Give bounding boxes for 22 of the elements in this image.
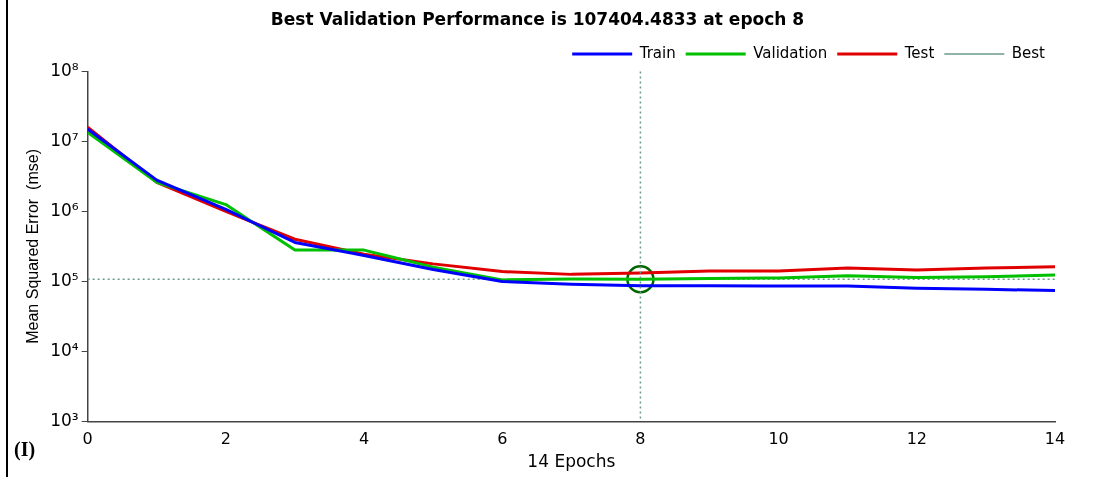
legend-label: Validation bbox=[753, 43, 828, 62]
chart-title: Best Validation Performance is 107404.4833 at epoch 8 bbox=[270, 8, 805, 29]
y-tick-label: 10⁴ bbox=[50, 339, 79, 360]
x-tick-label: 10 bbox=[768, 429, 789, 449]
x-tick-label: 8 bbox=[635, 429, 646, 449]
x-axis-title: 14 Epochs bbox=[527, 451, 616, 472]
legend-label: Best bbox=[1011, 43, 1046, 62]
x-tick-label: 6 bbox=[497, 429, 508, 449]
y-tick-label: 10⁶ bbox=[50, 199, 79, 220]
y-tick-label: 10⁸ bbox=[50, 59, 79, 80]
y-axis-title: Mean Squared Error (mse) bbox=[24, 149, 42, 344]
legend-label: Train bbox=[638, 43, 676, 62]
x-tick-label: 2 bbox=[220, 429, 231, 449]
x-tick-label: 12 bbox=[906, 429, 927, 449]
x-tick-label: 14 bbox=[1044, 429, 1066, 449]
legend-label: Test bbox=[903, 43, 935, 62]
y-tick-label: 10⁷ bbox=[50, 129, 79, 150]
text: (I) bbox=[14, 438, 36, 462]
y-tick-label: 10⁵ bbox=[50, 269, 79, 290]
x-tick-label: 4 bbox=[358, 429, 370, 449]
y-tick-label: 10³ bbox=[50, 409, 79, 430]
x-tick-label: 0 bbox=[82, 429, 93, 449]
